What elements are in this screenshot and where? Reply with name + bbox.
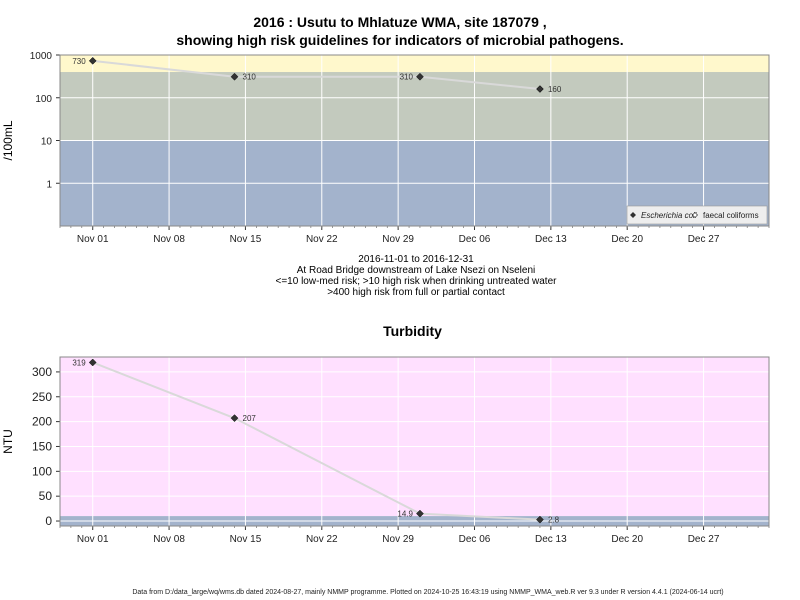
caption-guideline-contact: >400 high risk from full or partial cont… [327, 287, 505, 298]
data-point [416, 72, 424, 81]
series-line [92, 361, 540, 521]
caption-guideline-drinking: <=10 low-med risk; >10 high risk when dr… [275, 276, 557, 287]
data-label: 319 [72, 358, 86, 367]
chart-panel-2: Nov 01 Nov 08 Nov 15 Nov 22 Nov 29 Dec 06 Dec … [1, 323, 770, 545]
y-tick-label: 1000 [30, 51, 53, 62]
data-point [416, 509, 424, 518]
data-point [88, 56, 97, 65]
y-axis-label: /100mL [1, 120, 15, 160]
data-point [536, 85, 544, 93]
panel-title: Turbidity [383, 323, 442, 339]
x-tick-label: Nov 29 [382, 534, 414, 545]
caption-date-range: 2016-11-01 to 2016-12-31 [358, 254, 474, 265]
chart-panel-1: Nov 01 Nov 08 Nov 15 Nov 22 Nov 29 Dec 06 Dec … [1, 51, 770, 245]
x-tick-label: Nov 15 [230, 234, 262, 245]
chart-title-line1: 2016 : Usutu to Mhlatuze WMA, site 18707… [253, 14, 547, 30]
y-tick-label: 10 [41, 137, 53, 148]
x-tick-label: Nov 08 [153, 234, 185, 245]
x-tick-label: Dec 27 [688, 534, 720, 545]
data-label: 310 [243, 73, 257, 82]
x-tick-label: Nov 01 [77, 534, 109, 545]
x-tick-label: Nov 29 [382, 234, 414, 245]
data-point [230, 72, 239, 81]
data-label: 2.8 [548, 516, 560, 525]
data-label: 730 [72, 57, 86, 66]
legend: Escherichia coli faecal coliforms [626, 205, 768, 225]
legend-marker-open [692, 212, 698, 218]
x-tick-label: Nov 08 [153, 534, 185, 545]
risk-band-2 [60, 72, 769, 141]
x-tick-label: Dec 13 [535, 234, 567, 245]
y-tick-label: 100 [35, 94, 52, 105]
data-label: 160 [548, 85, 562, 94]
y-tick-label: 250 [32, 390, 52, 404]
legend-marker-filled [630, 212, 636, 218]
x-tick-label: Dec 13 [535, 534, 567, 545]
legend-label: faecal coliforms [703, 211, 759, 220]
y-tick-label: 50 [39, 489, 53, 503]
x-tick-label: Dec 06 [459, 534, 491, 545]
x-tick-label: Nov 22 [306, 534, 338, 545]
y-tick-label: 1 [46, 179, 52, 190]
x-tick-label: Dec 06 [459, 234, 491, 245]
footer-note: Data from D:/data_large/wq/wms.db dated … [132, 589, 724, 596]
caption-site: At Road Bridge downstream of Lake Nsezi … [296, 265, 536, 276]
data-label: 207 [243, 414, 257, 423]
data-label: 14.9 [397, 510, 413, 519]
chart-title-line2: showing high risk guidelines for indicat… [176, 32, 624, 48]
y-axis-label: NTU [1, 429, 15, 454]
x-tick-label: Dec 27 [688, 234, 720, 245]
y-tick-label: 200 [32, 415, 52, 429]
legend-label: Escherichia coli [641, 211, 697, 220]
plot-frame [59, 356, 770, 527]
series-line [92, 59, 541, 91]
x-tick-label: Nov 15 [230, 534, 262, 545]
data-point [536, 515, 544, 524]
x-tick-label: Nov 22 [306, 234, 338, 245]
risk-band-3 [60, 55, 769, 73]
data-label: 310 [400, 73, 414, 82]
x-tick-label: Nov 01 [77, 234, 109, 245]
data-point [88, 358, 97, 367]
risk-band-2 [60, 357, 769, 517]
y-tick-label: 300 [32, 365, 52, 379]
y-tick-label: 0 [45, 514, 52, 528]
data-point [230, 414, 239, 422]
x-tick-label: Dec 20 [611, 534, 643, 545]
y-tick-label: 100 [32, 464, 52, 478]
x-tick-label: Dec 20 [611, 234, 643, 245]
y-tick-label: 150 [32, 439, 52, 453]
plot-frame [59, 54, 770, 227]
